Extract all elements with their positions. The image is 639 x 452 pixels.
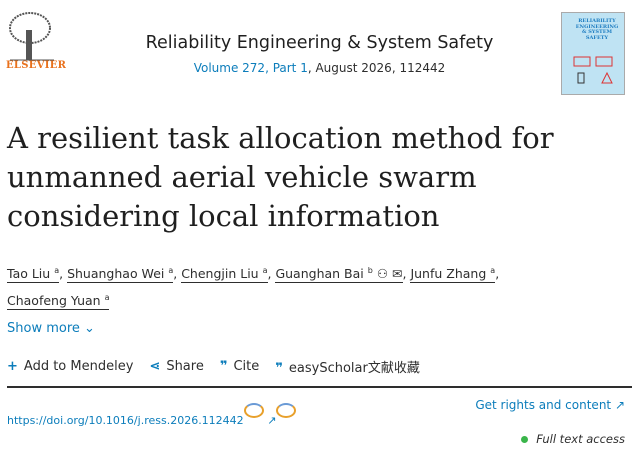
author-link[interactable]: Junfu Zhang a [410, 266, 496, 284]
action-bar: + Add to Mendeley ⋖ Share ❞ Cite ❞ easySchol… [7, 357, 420, 376]
add-to-mendeley-button[interactable]: + Add to Mendeley [7, 359, 134, 374]
status-dot-icon [521, 436, 529, 443]
divider [7, 386, 632, 388]
share-button[interactable]: ⋖ Share [149, 359, 204, 374]
quote-icon: ❞ [275, 361, 283, 376]
article-title: A resilient task allocation method for u… [7, 121, 554, 233]
doi-row: https://doi.org/10.1016/j.ress.2026.1124… [7, 403, 297, 427]
easyscholar-icon[interactable] [276, 403, 297, 418]
email-icon: ✉ [392, 266, 403, 282]
journal-title[interactable]: Reliability Engineering & System Safety [145, 33, 494, 53]
issue-info: , August 2026, 112442 [307, 61, 446, 75]
journal-cover[interactable]: RELIABILITY ENGINEERING & SYSTEM SAFETY [561, 12, 625, 95]
get-rights-link[interactable]: Get rights and content ↗ [475, 398, 625, 412]
external-link-icon: ↗ [267, 414, 277, 427]
doi-link[interactable]: https://doi.org/10.1016/j.ress.2026.1124… [7, 414, 244, 427]
person-icon: ⚇ [376, 266, 389, 282]
author-link[interactable]: Tao Liu a [7, 266, 60, 284]
access-status: Full text access [521, 432, 625, 446]
author-link[interactable]: Chaofeng Yuan a [7, 293, 110, 311]
quote-icon: ❞ [219, 359, 228, 374]
share-icon: ⋖ [149, 359, 161, 374]
elsevier-tree-logo [9, 12, 54, 61]
easyscholar-button[interactable]: ❞ easyScholar文献收藏 [275, 361, 420, 376]
author-link[interactable]: Shuanghao Wei a [67, 266, 174, 284]
author-link[interactable]: Guanghan Bai b ⚇ ✉ [275, 266, 403, 284]
publisher-name: ELSEVIER [6, 60, 67, 71]
author-list: Tao Liu a, Shuanghao Wei a, Chengjin Liu… [7, 266, 500, 311]
chevron-down-icon: ⌄ [84, 321, 95, 336]
author-link[interactable]: Chengjin Liu a [181, 266, 268, 284]
volume-info: Volume 272, Part 1, August 2026, 112442 [0, 61, 639, 75]
volume-link[interactable]: Volume 272, Part 1 [193, 61, 308, 75]
cover-graphic [573, 56, 613, 84]
cover-title: RELIABILITY ENGINEERING & SYSTEM SAFETY [575, 18, 619, 41]
easyscholar-icon[interactable] [243, 403, 264, 418]
show-more-button[interactable]: Show more ⌄ [7, 321, 95, 336]
cite-button[interactable]: ❞ Cite [219, 359, 260, 374]
plus-icon: + [7, 359, 18, 374]
